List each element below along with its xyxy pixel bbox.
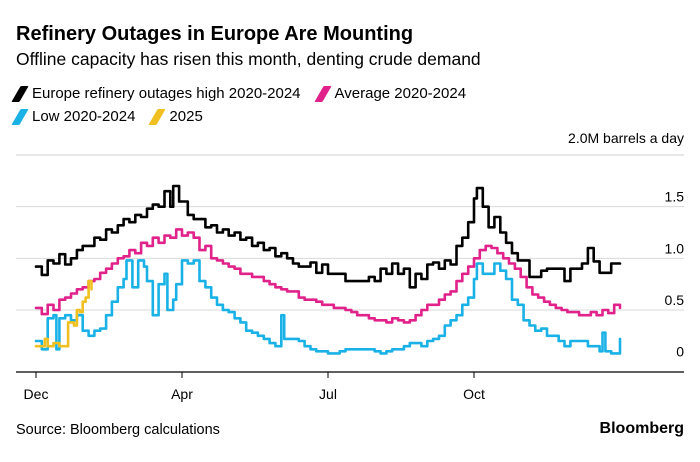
- series-line-europe-refinery-outages-high-2020-2024: [34, 184, 622, 289]
- y-axis-unit-label: 2.0M barrels a day: [568, 130, 684, 146]
- x-tick-label: Dec: [24, 386, 49, 402]
- series-line-low-2020-2024: [34, 259, 622, 355]
- legend-item-high: Europe refinery outages high 2020-2024: [11, 85, 301, 102]
- y-tick-label: 1.5: [665, 189, 685, 205]
- series-line-2025: [34, 279, 93, 348]
- x-tick-label: Oct: [463, 386, 485, 402]
- y-tick-label: 0: [676, 344, 684, 360]
- legend-row: Low 2020-2024 2025: [11, 105, 616, 128]
- legend-item-low: Low 2020-2024: [11, 108, 136, 125]
- bloomberg-logo: Bloomberg: [599, 420, 684, 437]
- chart-subtitle: Offline capacity has risen this month, d…: [16, 49, 481, 69]
- legend: Europe refinery outages high 2020-2024 A…: [11, 82, 616, 128]
- legend-label-2025: 2025: [169, 108, 203, 125]
- chart-title: Refinery Outages in Europe Are Mounting: [16, 23, 414, 45]
- source-note: Source: Bloomberg calculations: [16, 422, 220, 438]
- x-tick-label: Jul: [319, 386, 337, 402]
- legend-label-low: Low 2020-2024: [32, 108, 136, 125]
- legend-item-average: Average 2020-2024: [313, 85, 467, 102]
- y-tick-label: 0.5: [665, 292, 685, 308]
- x-tick-label: Apr: [171, 386, 193, 402]
- series-line-average-2020-2024: [34, 228, 622, 324]
- legend-label-average: Average 2020-2024: [334, 85, 467, 102]
- legend-item-2025: 2025: [148, 108, 203, 125]
- y-tick-label: 1.0: [665, 240, 685, 256]
- legend-label-high: Europe refinery outages high 2020-2024: [32, 85, 301, 102]
- legend-row: Europe refinery outages high 2020-2024 A…: [11, 82, 616, 105]
